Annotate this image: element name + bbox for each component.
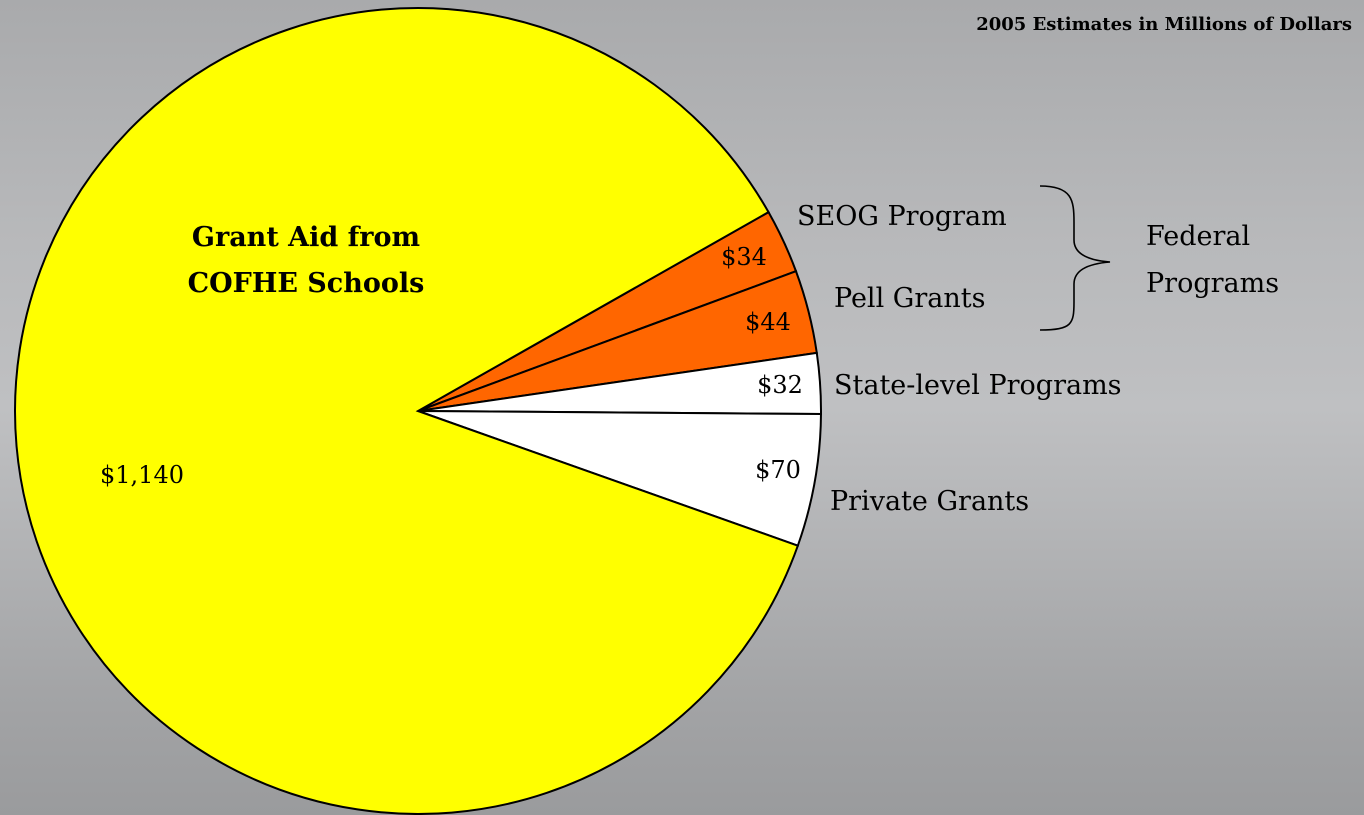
pell-value-label: $44: [745, 308, 791, 336]
chart-caption: 2005 Estimates in Millions of Dollars: [976, 14, 1352, 35]
slice-cofhe: [14, 7, 800, 815]
private-value-label: $70: [755, 456, 801, 484]
slice-private: [417, 410, 822, 547]
seog-category-label: SEOG Program: [797, 201, 1007, 232]
seog-value-label: $34: [721, 243, 767, 271]
pie-slices: [14, 7, 822, 815]
pell-category-label: Pell Grants: [834, 283, 985, 314]
cofhe-category-label-line2: COFHE Schools: [188, 268, 425, 299]
state-category-label: State-level Programs: [834, 370, 1122, 401]
state-value-label: $32: [757, 371, 803, 399]
federal-group-label-line1: Federal: [1146, 221, 1250, 252]
cofhe-category-label-line1: Grant Aid from: [192, 222, 420, 253]
cofhe-value-label: $1,140: [100, 461, 184, 489]
federal-group-label-line2: Programs: [1146, 268, 1279, 299]
private-category-label: Private Grants: [830, 486, 1029, 517]
federal-programs-bracket: [1039, 185, 1111, 331]
